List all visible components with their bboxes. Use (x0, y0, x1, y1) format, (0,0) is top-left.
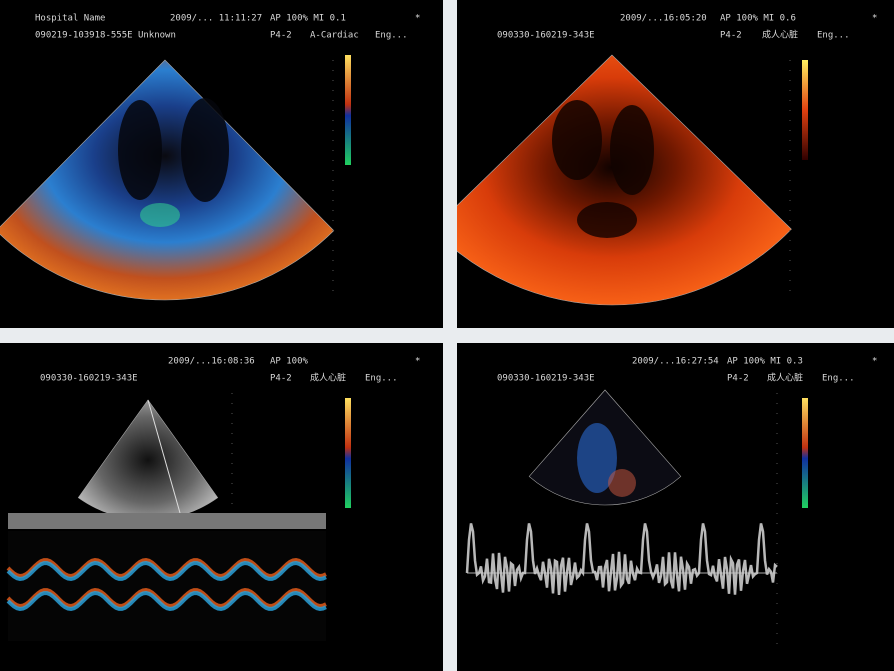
screen: 2009/...16:08:36 AP 100% 090330-160219-343… (6, 357, 420, 641)
color-bar (802, 60, 808, 160)
header-text: Eng... (375, 31, 408, 41)
doppler-spectrum (465, 523, 778, 595)
header-text: 090330-160219-343E (497, 374, 595, 384)
header-text: 2009/...16:08:36 (168, 357, 255, 367)
m-mode-trace (6, 590, 327, 612)
panel: Hospital Name 2009/... 11:11:27 AP 100% MI… (0, 0, 443, 328)
header-text: 2009/...16:27:54 (632, 357, 719, 367)
header-text: Eng... (817, 31, 850, 41)
color-bar (345, 398, 351, 508)
header-text: Hospital Name (35, 14, 105, 24)
header-text: P4-2 (270, 374, 292, 384)
chamber (610, 105, 654, 195)
header-text: Eng... (822, 374, 855, 384)
close-mark: * (415, 357, 420, 367)
color-bar (345, 55, 351, 165)
header-text: Eng... (365, 374, 398, 384)
panel: 2009/...16:08:36 AP 100% 090330-160219-343… (0, 343, 443, 671)
header-text: P4-2 (727, 374, 749, 384)
chamber (181, 98, 229, 202)
m-mode-trace (6, 557, 327, 579)
header-text: A-Cardiac (310, 31, 359, 41)
header-text: 090330-160219-343E (40, 374, 138, 384)
m-mode-trace (6, 587, 327, 609)
m-mode-strip (8, 531, 326, 641)
chamber (577, 202, 637, 238)
scan-sector (77, 399, 219, 521)
header-text: AP 100% MI 0.6 (720, 14, 796, 24)
header-text: 成人心脏 (310, 372, 346, 384)
header-text: P4-2 (720, 31, 742, 41)
scan-sector (0, 59, 335, 301)
m-line (147, 399, 181, 514)
panel: 2009/...16:27:54 AP 100% MI 0.3 090330-160… (457, 343, 894, 671)
m-mode-trace (6, 560, 327, 582)
color-bar (802, 398, 808, 508)
header-text: AP 100% MI 0.1 (270, 14, 346, 24)
chamber (118, 100, 162, 200)
header-text: 090330-160219-343E (497, 31, 595, 41)
flow (608, 469, 636, 497)
close-mark: * (415, 14, 420, 24)
header-text: 090219-103918-555E Unknown (35, 31, 176, 41)
flow (140, 203, 180, 227)
header-text: 2009/...16:05:20 (620, 14, 707, 24)
chamber (552, 100, 602, 180)
header-text: 成人心脏 (767, 372, 803, 384)
header-text: AP 100% (270, 357, 309, 367)
header-text: AP 100% MI 0.3 (727, 357, 803, 367)
screen: Hospital Name 2009/... 11:11:27 AP 100% MI… (0, 14, 420, 301)
flow (577, 423, 617, 493)
strip-divider (8, 513, 326, 529)
header-text: 2009/... 11:11:27 (170, 14, 262, 24)
close-mark: * (872, 14, 877, 24)
panel: 2009/...16:05:20 AP 100% MI 0.6 090330-160… (457, 0, 894, 328)
screen: 2009/...16:05:20 AP 100% MI 0.6 090330-160… (457, 14, 877, 306)
screen: 2009/...16:27:54 AP 100% MI 0.3 090330-160… (465, 357, 877, 653)
close-mark: * (872, 357, 877, 367)
header-text: P4-2 (270, 31, 292, 41)
header-text: 成人心脏 (762, 29, 798, 41)
